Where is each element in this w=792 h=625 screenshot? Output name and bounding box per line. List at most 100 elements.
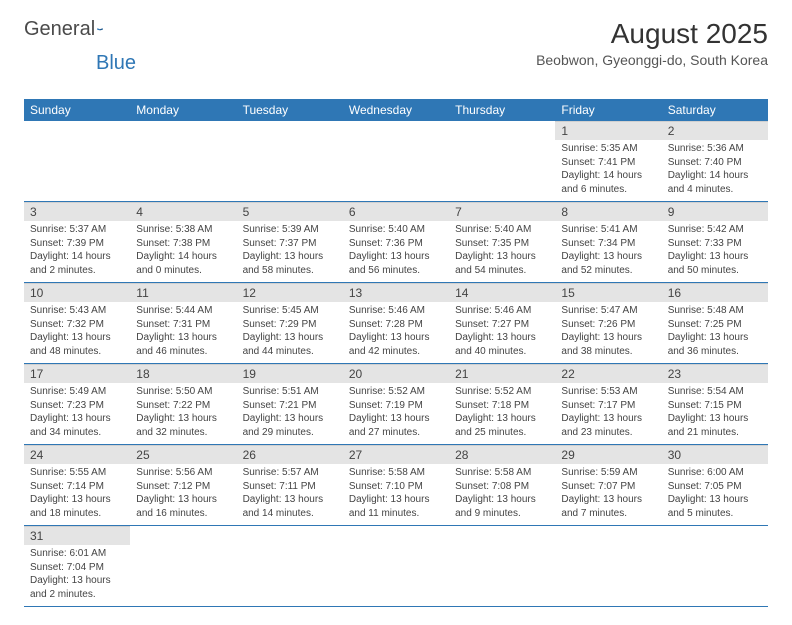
day-number: 2 xyxy=(662,121,768,140)
day-header: Tuesday xyxy=(237,99,343,121)
calendar-day-cell: 16Sunrise: 5:48 AMSunset: 7:25 PMDayligh… xyxy=(662,283,768,364)
calendar-day-cell: 30Sunrise: 6:00 AMSunset: 7:05 PMDayligh… xyxy=(662,445,768,526)
logo-text-1: General xyxy=(24,18,95,41)
day-number: 11 xyxy=(130,283,236,302)
day-info: Sunrise: 5:47 AMSunset: 7:26 PMDaylight:… xyxy=(555,302,661,363)
day-info: Sunrise: 5:51 AMSunset: 7:21 PMDaylight:… xyxy=(237,383,343,444)
day-header-row: Sunday Monday Tuesday Wednesday Thursday… xyxy=(24,99,768,121)
day-info: Sunrise: 5:45 AMSunset: 7:29 PMDaylight:… xyxy=(237,302,343,363)
day-info: Sunrise: 5:56 AMSunset: 7:12 PMDaylight:… xyxy=(130,464,236,525)
logo-text-2: Blue xyxy=(96,52,136,74)
day-number: 16 xyxy=(662,283,768,302)
day-header: Thursday xyxy=(449,99,555,121)
day-number: 15 xyxy=(555,283,661,302)
day-number: 10 xyxy=(24,283,130,302)
day-info: Sunrise: 5:58 AMSunset: 7:10 PMDaylight:… xyxy=(343,464,449,525)
calendar-empty-cell xyxy=(130,121,236,202)
calendar-day-cell: 18Sunrise: 5:50 AMSunset: 7:22 PMDayligh… xyxy=(130,364,236,445)
day-header: Sunday xyxy=(24,99,130,121)
day-number: 27 xyxy=(343,445,449,464)
day-info: Sunrise: 5:40 AMSunset: 7:35 PMDaylight:… xyxy=(449,221,555,282)
day-number: 13 xyxy=(343,283,449,302)
calendar-day-cell: 6Sunrise: 5:40 AMSunset: 7:36 PMDaylight… xyxy=(343,202,449,283)
calendar-empty-cell xyxy=(449,526,555,607)
day-info: Sunrise: 6:01 AMSunset: 7:04 PMDaylight:… xyxy=(24,545,130,606)
day-info: Sunrise: 5:41 AMSunset: 7:34 PMDaylight:… xyxy=(555,221,661,282)
day-info: Sunrise: 5:59 AMSunset: 7:07 PMDaylight:… xyxy=(555,464,661,525)
day-info: Sunrise: 5:54 AMSunset: 7:15 PMDaylight:… xyxy=(662,383,768,444)
calendar-day-cell: 3Sunrise: 5:37 AMSunset: 7:39 PMDaylight… xyxy=(24,202,130,283)
calendar-day-cell: 17Sunrise: 5:49 AMSunset: 7:23 PMDayligh… xyxy=(24,364,130,445)
calendar-page: General August 2025 Beobwon, Gyeonggi-do… xyxy=(0,0,792,625)
day-info: Sunrise: 5:36 AMSunset: 7:40 PMDaylight:… xyxy=(662,140,768,201)
calendar-day-cell: 2Sunrise: 5:36 AMSunset: 7:40 PMDaylight… xyxy=(662,121,768,202)
day-number: 30 xyxy=(662,445,768,464)
logo-flag-icon xyxy=(97,21,103,39)
day-number: 8 xyxy=(555,202,661,221)
day-number: 28 xyxy=(449,445,555,464)
calendar-empty-cell xyxy=(343,526,449,607)
calendar-week-row: 1Sunrise: 5:35 AMSunset: 7:41 PMDaylight… xyxy=(24,121,768,202)
day-info: Sunrise: 5:52 AMSunset: 7:18 PMDaylight:… xyxy=(449,383,555,444)
calendar-day-cell: 14Sunrise: 5:46 AMSunset: 7:27 PMDayligh… xyxy=(449,283,555,364)
calendar-day-cell: 19Sunrise: 5:51 AMSunset: 7:21 PMDayligh… xyxy=(237,364,343,445)
calendar-day-cell: 27Sunrise: 5:58 AMSunset: 7:10 PMDayligh… xyxy=(343,445,449,526)
calendar-empty-cell xyxy=(555,526,661,607)
day-number: 17 xyxy=(24,364,130,383)
day-number: 4 xyxy=(130,202,236,221)
day-number: 14 xyxy=(449,283,555,302)
day-info: Sunrise: 5:48 AMSunset: 7:25 PMDaylight:… xyxy=(662,302,768,363)
day-info: Sunrise: 5:49 AMSunset: 7:23 PMDaylight:… xyxy=(24,383,130,444)
calendar-day-cell: 23Sunrise: 5:54 AMSunset: 7:15 PMDayligh… xyxy=(662,364,768,445)
day-info: Sunrise: 5:40 AMSunset: 7:36 PMDaylight:… xyxy=(343,221,449,282)
day-number: 23 xyxy=(662,364,768,383)
day-header: Saturday xyxy=(662,99,768,121)
calendar-day-cell: 26Sunrise: 5:57 AMSunset: 7:11 PMDayligh… xyxy=(237,445,343,526)
day-number: 5 xyxy=(237,202,343,221)
calendar-week-row: 17Sunrise: 5:49 AMSunset: 7:23 PMDayligh… xyxy=(24,364,768,445)
day-number: 18 xyxy=(130,364,236,383)
calendar-day-cell: 22Sunrise: 5:53 AMSunset: 7:17 PMDayligh… xyxy=(555,364,661,445)
calendar-empty-cell xyxy=(24,121,130,202)
day-info: Sunrise: 5:44 AMSunset: 7:31 PMDaylight:… xyxy=(130,302,236,363)
calendar-empty-cell xyxy=(662,526,768,607)
calendar-day-cell: 15Sunrise: 5:47 AMSunset: 7:26 PMDayligh… xyxy=(555,283,661,364)
calendar-day-cell: 9Sunrise: 5:42 AMSunset: 7:33 PMDaylight… xyxy=(662,202,768,283)
logo: General xyxy=(24,18,127,41)
calendar-empty-cell xyxy=(449,121,555,202)
day-info: Sunrise: 5:46 AMSunset: 7:27 PMDaylight:… xyxy=(449,302,555,363)
calendar-week-row: 31Sunrise: 6:01 AMSunset: 7:04 PMDayligh… xyxy=(24,526,768,607)
day-info: Sunrise: 5:50 AMSunset: 7:22 PMDaylight:… xyxy=(130,383,236,444)
calendar-empty-cell xyxy=(237,121,343,202)
day-header: Friday xyxy=(555,99,661,121)
day-number: 31 xyxy=(24,526,130,545)
day-number: 6 xyxy=(343,202,449,221)
calendar-day-cell: 29Sunrise: 5:59 AMSunset: 7:07 PMDayligh… xyxy=(555,445,661,526)
day-info: Sunrise: 5:53 AMSunset: 7:17 PMDaylight:… xyxy=(555,383,661,444)
day-info: Sunrise: 5:37 AMSunset: 7:39 PMDaylight:… xyxy=(24,221,130,282)
day-number: 20 xyxy=(343,364,449,383)
calendar-body: 1Sunrise: 5:35 AMSunset: 7:41 PMDaylight… xyxy=(24,121,768,607)
day-info: Sunrise: 6:00 AMSunset: 7:05 PMDaylight:… xyxy=(662,464,768,525)
calendar-week-row: 10Sunrise: 5:43 AMSunset: 7:32 PMDayligh… xyxy=(24,283,768,364)
day-header: Monday xyxy=(130,99,236,121)
calendar-day-cell: 1Sunrise: 5:35 AMSunset: 7:41 PMDaylight… xyxy=(555,121,661,202)
calendar-day-cell: 11Sunrise: 5:44 AMSunset: 7:31 PMDayligh… xyxy=(130,283,236,364)
calendar-day-cell: 21Sunrise: 5:52 AMSunset: 7:18 PMDayligh… xyxy=(449,364,555,445)
day-info: Sunrise: 5:38 AMSunset: 7:38 PMDaylight:… xyxy=(130,221,236,282)
day-number: 19 xyxy=(237,364,343,383)
day-number: 1 xyxy=(555,121,661,140)
day-info: Sunrise: 5:46 AMSunset: 7:28 PMDaylight:… xyxy=(343,302,449,363)
calendar-empty-cell xyxy=(130,526,236,607)
day-header: Wednesday xyxy=(343,99,449,121)
calendar-day-cell: 13Sunrise: 5:46 AMSunset: 7:28 PMDayligh… xyxy=(343,283,449,364)
page-title: August 2025 xyxy=(536,18,768,50)
calendar-empty-cell xyxy=(237,526,343,607)
day-number: 9 xyxy=(662,202,768,221)
calendar-week-row: 3Sunrise: 5:37 AMSunset: 7:39 PMDaylight… xyxy=(24,202,768,283)
day-info: Sunrise: 5:57 AMSunset: 7:11 PMDaylight:… xyxy=(237,464,343,525)
day-number: 3 xyxy=(24,202,130,221)
day-number: 7 xyxy=(449,202,555,221)
calendar-day-cell: 24Sunrise: 5:55 AMSunset: 7:14 PMDayligh… xyxy=(24,445,130,526)
calendar-day-cell: 28Sunrise: 5:58 AMSunset: 7:08 PMDayligh… xyxy=(449,445,555,526)
